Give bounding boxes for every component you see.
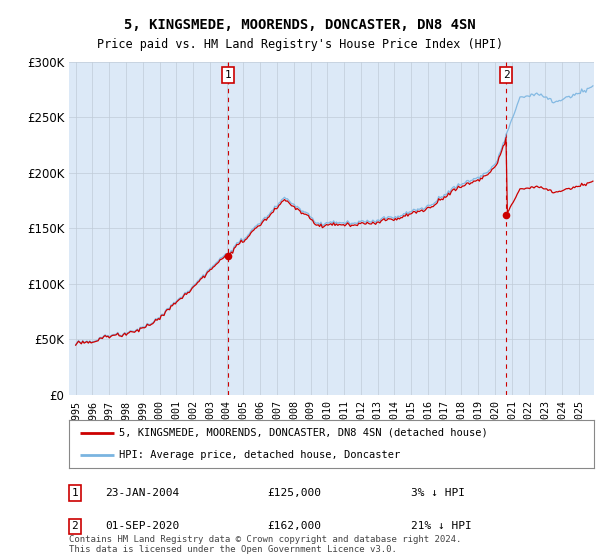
Text: 3% ↓ HPI: 3% ↓ HPI: [411, 488, 465, 498]
Text: 5, KINGSMEDE, MOORENDS, DONCASTER, DN8 4SN (detached house): 5, KINGSMEDE, MOORENDS, DONCASTER, DN8 4…: [119, 428, 488, 438]
Text: £162,000: £162,000: [267, 521, 321, 531]
Text: 21% ↓ HPI: 21% ↓ HPI: [411, 521, 472, 531]
Text: Price paid vs. HM Land Registry's House Price Index (HPI): Price paid vs. HM Land Registry's House …: [97, 38, 503, 52]
Text: 5, KINGSMEDE, MOORENDS, DONCASTER, DN8 4SN: 5, KINGSMEDE, MOORENDS, DONCASTER, DN8 4…: [124, 18, 476, 32]
Text: 1: 1: [71, 488, 79, 498]
Text: 2: 2: [71, 521, 79, 531]
Text: 2: 2: [503, 70, 509, 80]
Text: HPI: Average price, detached house, Doncaster: HPI: Average price, detached house, Donc…: [119, 450, 400, 460]
Text: 01-SEP-2020: 01-SEP-2020: [105, 521, 179, 531]
Text: 1: 1: [224, 70, 231, 80]
Text: £125,000: £125,000: [267, 488, 321, 498]
Text: Contains HM Land Registry data © Crown copyright and database right 2024.
This d: Contains HM Land Registry data © Crown c…: [69, 535, 461, 554]
Text: 23-JAN-2004: 23-JAN-2004: [105, 488, 179, 498]
